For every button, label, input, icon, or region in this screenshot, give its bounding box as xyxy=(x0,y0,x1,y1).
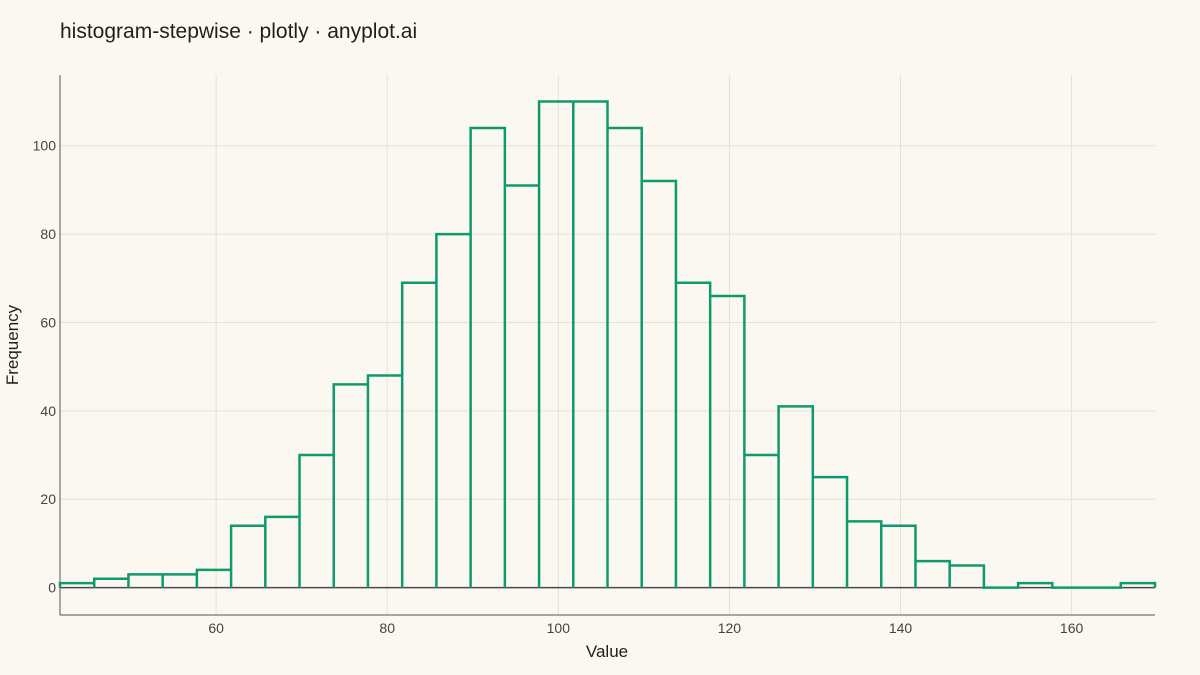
chart-title: histogram-stepwise · plotly · anyplot.ai xyxy=(60,20,417,43)
x-axis-title: Value xyxy=(586,642,628,661)
x-tick-label: 80 xyxy=(379,620,395,636)
x-tick-label: 160 xyxy=(1060,620,1084,636)
y-tick-label: 80 xyxy=(40,226,56,242)
histogram-step-outline xyxy=(58,100,1157,589)
x-tick-label: 60 xyxy=(208,620,224,636)
y-tick-label: 40 xyxy=(40,403,56,419)
x-tick-label: 140 xyxy=(889,620,913,636)
x-tick-label: 120 xyxy=(718,620,742,636)
y-tick-label: 60 xyxy=(40,314,56,330)
y-tick-label: 100 xyxy=(33,138,57,154)
tick-labels: 60 80 100 120 140 160 0 20 40 60 80 100 xyxy=(33,138,1084,636)
y-axis-title: Frequency xyxy=(3,304,22,385)
y-tick-label: 20 xyxy=(40,491,56,507)
y-tick-label: 0 xyxy=(48,580,56,596)
x-tick-label: 100 xyxy=(547,620,571,636)
